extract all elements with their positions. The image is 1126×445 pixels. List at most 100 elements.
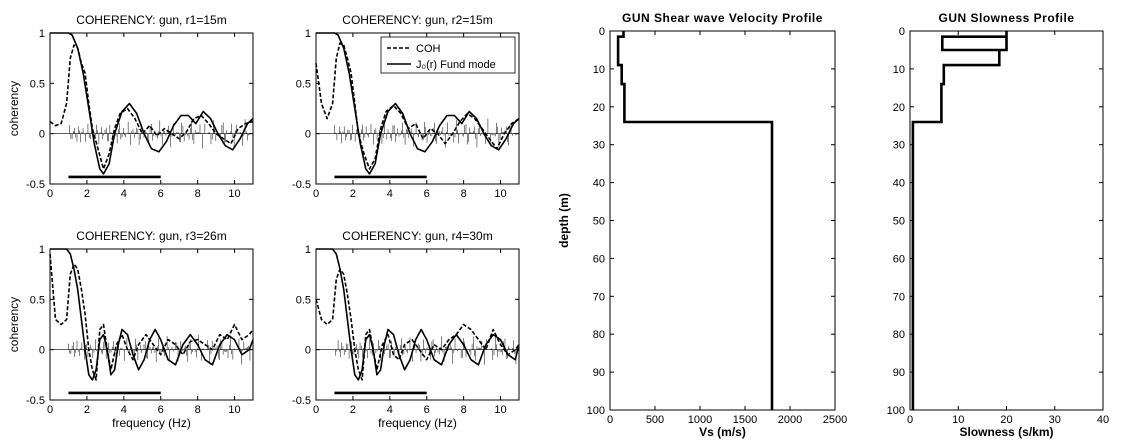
x-tick-label: 0 (47, 188, 53, 200)
axes-frame (609, 30, 836, 411)
x-tick-label: 2500 (823, 414, 847, 426)
x-axis-label: frequency (Hz) (112, 416, 191, 430)
x-tick-label: 8 (195, 404, 201, 416)
y-tick-label: -0.5 (292, 179, 311, 191)
y-tick-label: 0.5 (30, 78, 45, 90)
x-tick-label: 10 (228, 404, 240, 416)
x-tick-label: 4 (121, 188, 127, 200)
chart-title: COHERENCY: gun, r3=26m (76, 229, 226, 243)
x-tick-label: 2 (350, 404, 356, 416)
y-axis-label: depth (m) (557, 193, 571, 248)
x-tick-label: 1500 (733, 414, 757, 426)
x-tick-label: 8 (195, 188, 201, 200)
legend-box (380, 36, 516, 74)
chart-title: COHERENCY: gun, r2=15m (342, 13, 492, 27)
y-tick-label: 10 (893, 64, 905, 76)
x-axis-label: frequency (Hz) (378, 416, 457, 430)
y-tick-label: 60 (893, 253, 905, 265)
x-tick-label: 6 (424, 188, 430, 200)
y-axis-label: coherency (7, 81, 21, 136)
y-tick-label: 80 (893, 329, 905, 341)
y-tick-label: 10 (593, 64, 605, 76)
x-tick-label: 10 (228, 188, 240, 200)
x-tick-label: 10 (494, 188, 506, 200)
y-tick-label: -0.5 (26, 179, 45, 191)
x-tick-label: 40 (1097, 414, 1109, 426)
y-tick-label: -0.5 (26, 395, 45, 407)
y-tick-label: 90 (893, 367, 905, 379)
chart-title: COHERENCY: gun, r1=15m (76, 13, 226, 27)
x-tick-label: 4 (121, 404, 127, 416)
series-line-1 (616, 31, 774, 410)
y-tick-label: 90 (593, 367, 605, 379)
y-tick-label: 1 (39, 28, 45, 40)
y-axis-label: coherency (7, 297, 21, 352)
x-tick-label: 10 (494, 404, 506, 416)
y-tick-label: 70 (893, 291, 905, 303)
x-axis-label: Vs (m/s) (699, 425, 746, 439)
y-tick-label: 60 (593, 253, 605, 265)
y-tick-label: 1 (305, 244, 311, 256)
series-line-2 (50, 32, 254, 175)
y-tick-label: 40 (593, 178, 605, 190)
y-tick-label: 20 (593, 102, 605, 114)
x-tick-label: 500 (646, 414, 664, 426)
x-tick-label: 6 (158, 188, 164, 200)
y-tick-label: 0 (39, 129, 45, 141)
x-tick-label: 20 (1000, 414, 1012, 426)
y-tick-label: 1 (39, 244, 45, 256)
x-tick-label: 30 (1049, 414, 1061, 426)
x-tick-label: 0 (47, 404, 53, 416)
y-tick-label: 0 (39, 345, 45, 357)
series-line-2 (316, 32, 520, 175)
chart-title: GUN Slowness Profile (938, 11, 1074, 25)
x-tick-label: 10 (952, 414, 964, 426)
legend: COH J₀(r) Fund mode (380, 36, 516, 74)
y-tick-label: 70 (593, 291, 605, 303)
x-axis-label: Slowness (s/km) (959, 425, 1053, 439)
x-tick-label: 2 (84, 404, 90, 416)
legend-label-coh: COH (416, 43, 441, 55)
phase-spikes (69, 119, 251, 149)
x-tick-label: 0 (313, 188, 319, 200)
x-tick-label: 8 (461, 404, 467, 416)
x-tick-label: 4 (387, 188, 393, 200)
y-tick-label: 100 (887, 405, 905, 417)
series-line-1 (315, 268, 520, 381)
y-tick-label: 0 (305, 345, 311, 357)
y-tick-label: -0.5 (292, 395, 311, 407)
x-tick-label: 0 (907, 414, 913, 426)
phase-spikes (68, 335, 251, 365)
axes-frame (49, 32, 254, 185)
x-tick-label: 6 (158, 404, 164, 416)
y-tick-label: 1 (305, 28, 311, 40)
x-tick-label: 4 (387, 404, 393, 416)
axes-frame (315, 248, 520, 401)
y-tick-label: 20 (893, 102, 905, 114)
x-tick-label: 2 (350, 188, 356, 200)
chart-title: COHERENCY: gun, r4=30m (342, 229, 492, 243)
y-tick-label: 30 (893, 140, 905, 152)
legend-label-j0: J₀(r) Fund mode (416, 59, 496, 71)
y-tick-label: 0 (305, 129, 311, 141)
x-tick-label: 2000 (778, 414, 802, 426)
x-tick-label: 0 (313, 404, 319, 416)
y-tick-label: 40 (893, 178, 905, 190)
series-line-1 (911, 31, 1008, 410)
y-tick-label: 100 (587, 405, 605, 417)
y-tick-label: 0.5 (296, 78, 311, 90)
y-tick-label: 0 (899, 26, 905, 38)
y-tick-label: 50 (893, 216, 905, 228)
axes-frame (909, 30, 1104, 411)
x-tick-label: 2 (84, 188, 90, 200)
panel-6: 0 10 20 30 40 0 10 20 30 40 50 60 70 80 90 100 GUN Slown… (887, 11, 1109, 439)
chart-title: GUN Shear wave Velocity Profile (622, 11, 823, 25)
y-tick-label: 50 (593, 216, 605, 228)
y-tick-label: 80 (593, 329, 605, 341)
panel-5: 0 500 1000 1500 2000 2500 0 10 20 30 40 50 60 70 80 90 1… (557, 11, 847, 439)
